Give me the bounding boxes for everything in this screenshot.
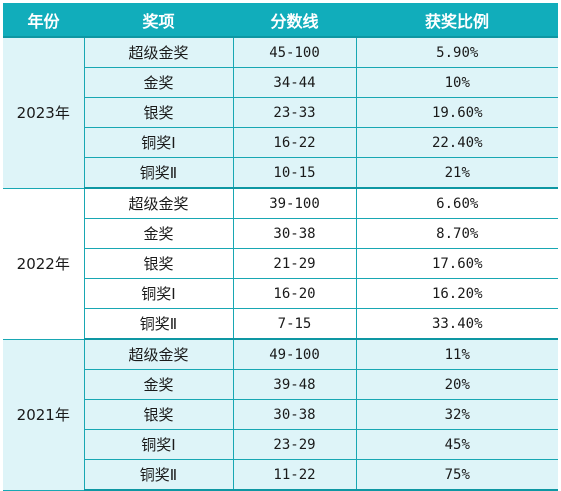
table-row: 2023年 超级金奖 45-100 5.90%: [3, 37, 558, 189]
table-row: 2022年 超级金奖 39-100 6.60%: [3, 188, 558, 340]
table-row: 铜奖Ⅱ 7-15 33.40%: [3, 308, 558, 340]
score-cell: 23-33: [232, 97, 356, 128]
award-cell: 超级金奖: [83, 188, 233, 219]
header-year: 年份: [3, 3, 84, 38]
ratio-cell: 6.60%: [355, 188, 558, 219]
table-header: 年份 奖项 分数线 获奖比例: [3, 3, 558, 38]
table-row: 铜奖Ⅱ 10-15 21%: [3, 157, 558, 189]
ratio-cell: 8.70%: [355, 218, 558, 249]
table-row: 铜奖Ⅱ 11-22 75%: [3, 459, 558, 491]
header-ratio: 获奖比例: [356, 3, 558, 38]
score-cell: 16-20: [232, 278, 356, 309]
table-row: 银奖 21-29 17.60%: [3, 248, 558, 279]
table-row: 银奖 30-38 32%: [3, 399, 558, 430]
ratio-cell: 45%: [355, 429, 558, 460]
award-cell: 铜奖Ⅰ: [83, 127, 233, 158]
award-cell: 铜奖Ⅱ: [83, 308, 233, 340]
table-row: 2021年 超级金奖 49-100 11%: [3, 339, 558, 491]
award-score-table: 年份 奖项 分数线 获奖比例 2023年 超级金奖 45-100 5.90% 金…: [3, 3, 558, 491]
award-cell: 金奖: [83, 218, 233, 249]
award-cell: 银奖: [83, 97, 233, 128]
ratio-cell: 75%: [355, 459, 558, 491]
score-cell: 30-38: [232, 399, 356, 430]
score-cell: 30-38: [232, 218, 356, 249]
ratio-cell: 19.60%: [355, 97, 558, 128]
header-score: 分数线: [233, 3, 356, 38]
ratio-cell: 11%: [355, 339, 558, 370]
award-cell: 铜奖Ⅰ: [83, 278, 233, 309]
score-cell: 23-29: [232, 429, 356, 460]
award-cell: 银奖: [83, 399, 233, 430]
score-cell: 16-22: [232, 127, 356, 158]
year-cell: 2022年: [3, 188, 84, 340]
award-cell: 银奖: [83, 248, 233, 279]
table-row: 金奖 30-38 8.70%: [3, 218, 558, 249]
ratio-cell: 20%: [355, 369, 558, 400]
ratio-cell: 17.60%: [355, 248, 558, 279]
award-cell: 金奖: [83, 369, 233, 400]
score-cell: 39-100: [232, 188, 356, 219]
score-cell: 34-44: [232, 67, 356, 98]
table-row: 金奖 39-48 20%: [3, 369, 558, 400]
table-body: 2023年 超级金奖 45-100 5.90% 金奖 34-44 10% 银奖 …: [3, 37, 558, 491]
award-cell: 铜奖Ⅱ: [83, 157, 233, 189]
award-cell: 铜奖Ⅱ: [83, 459, 233, 491]
table-row: 铜奖Ⅰ 23-29 45%: [3, 429, 558, 460]
table-row: 银奖 23-33 19.60%: [3, 97, 558, 128]
ratio-cell: 33.40%: [355, 308, 558, 340]
score-cell: 45-100: [232, 37, 356, 68]
score-cell: 10-15: [232, 157, 356, 189]
score-cell: 7-15: [232, 308, 356, 340]
award-cell: 金奖: [83, 67, 233, 98]
ratio-cell: 21%: [355, 157, 558, 189]
ratio-cell: 5.90%: [355, 37, 558, 68]
table-row: 铜奖Ⅰ 16-20 16.20%: [3, 278, 558, 309]
ratio-cell: 22.40%: [355, 127, 558, 158]
year-cell: 2023年: [3, 37, 84, 189]
score-cell: 21-29: [232, 248, 356, 279]
score-cell: 39-48: [232, 369, 356, 400]
header-award: 奖项: [84, 3, 233, 38]
ratio-cell: 10%: [355, 67, 558, 98]
header-row: 年份 奖项 分数线 获奖比例: [3, 3, 558, 38]
year-cell: 2021年: [3, 339, 84, 491]
ratio-cell: 32%: [355, 399, 558, 430]
award-cell: 铜奖Ⅰ: [83, 429, 233, 460]
award-cell: 超级金奖: [83, 339, 233, 370]
score-cell: 49-100: [232, 339, 356, 370]
score-cell: 11-22: [232, 459, 356, 491]
award-cell: 超级金奖: [83, 37, 233, 68]
table-row: 金奖 34-44 10%: [3, 67, 558, 98]
ratio-cell: 16.20%: [355, 278, 558, 309]
table-row: 铜奖Ⅰ 16-22 22.40%: [3, 127, 558, 158]
